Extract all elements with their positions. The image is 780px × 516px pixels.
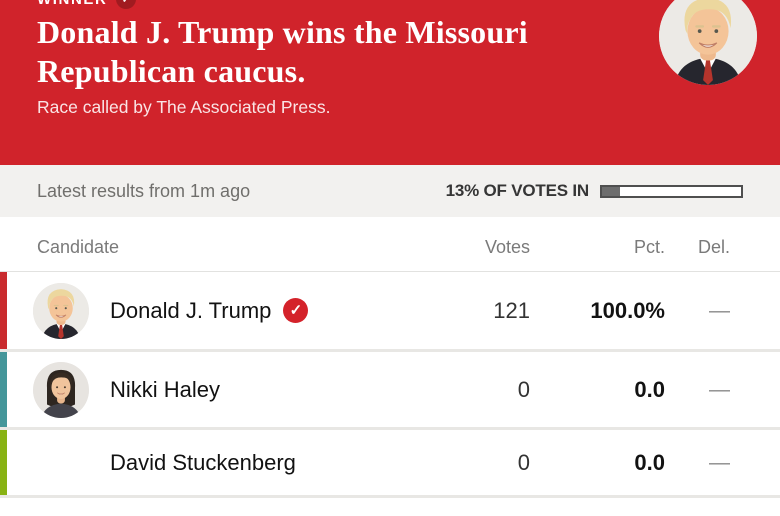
row-divider	[0, 427, 780, 430]
delegates-value: —	[709, 377, 730, 401]
winner-check-icon: ✓	[116, 0, 137, 9]
pct-value: 0.0	[634, 376, 665, 402]
table-row-haley[interactable]: Nikki Haley 0 0.0 —	[0, 352, 780, 427]
delegates-value: —	[709, 298, 730, 322]
column-header-candidate: Candidate	[37, 237, 120, 257]
candidate-name: Donald J. Trump	[110, 297, 272, 323]
candidate-photo-haley	[33, 361, 89, 418]
votes-in-indicator: 13% OF VOTES IN	[446, 181, 743, 201]
votes-progress-bar	[600, 184, 743, 198]
column-header-votes: Votes	[484, 237, 530, 257]
latest-results-timestamp: Latest results from 1m ago	[37, 180, 251, 201]
votes-value: 0	[517, 449, 530, 475]
winner-tag: WINNER ✓	[37, 0, 137, 9]
candidate-name: David Stuckenberg	[110, 449, 296, 475]
pct-value: 100.0%	[590, 297, 665, 323]
table-row-stuckenberg[interactable]: David Stuckenberg 0 0.0 —	[0, 430, 780, 495]
row-divider	[0, 495, 780, 498]
column-header-del: Del.	[697, 237, 730, 257]
candidate-cell: Nikki Haley	[7, 361, 440, 418]
winner-banner: WINNER ✓ Donald J. Trump wins the Missou…	[0, 0, 780, 165]
winner-photo	[659, 0, 757, 85]
results-table-header: Candidate Votes Pct. Del.	[0, 217, 780, 272]
candidate-photo-trump	[33, 282, 89, 339]
row-divider	[0, 349, 780, 352]
candidate-cell: Donald J. Trump ✓	[7, 282, 440, 339]
votes-value: 0	[517, 376, 530, 402]
table-row-trump[interactable]: Donald J. Trump ✓ 121 100.0% —	[0, 272, 780, 349]
candidate-name: Nikki Haley	[110, 376, 221, 402]
winner-check-icon: ✓	[283, 298, 309, 323]
pct-value: 0.0	[634, 449, 665, 475]
status-bar: Latest results from 1m ago 13% OF VOTES …	[0, 165, 780, 217]
delegates-value: —	[709, 450, 730, 474]
votes-progress-fill	[602, 186, 621, 196]
race-headline: Donald J. Trump wins the Missouri Republ…	[37, 14, 528, 89]
race-called-note: Race called by The Associated Press.	[37, 97, 331, 117]
candidate-cell: David Stuckenberg	[7, 450, 440, 476]
votes-in-label: 13% OF VOTES IN	[445, 181, 590, 200]
votes-value: 121	[493, 297, 530, 323]
column-header-pct: Pct.	[633, 237, 665, 257]
winner-label: WINNER	[37, 0, 107, 8]
